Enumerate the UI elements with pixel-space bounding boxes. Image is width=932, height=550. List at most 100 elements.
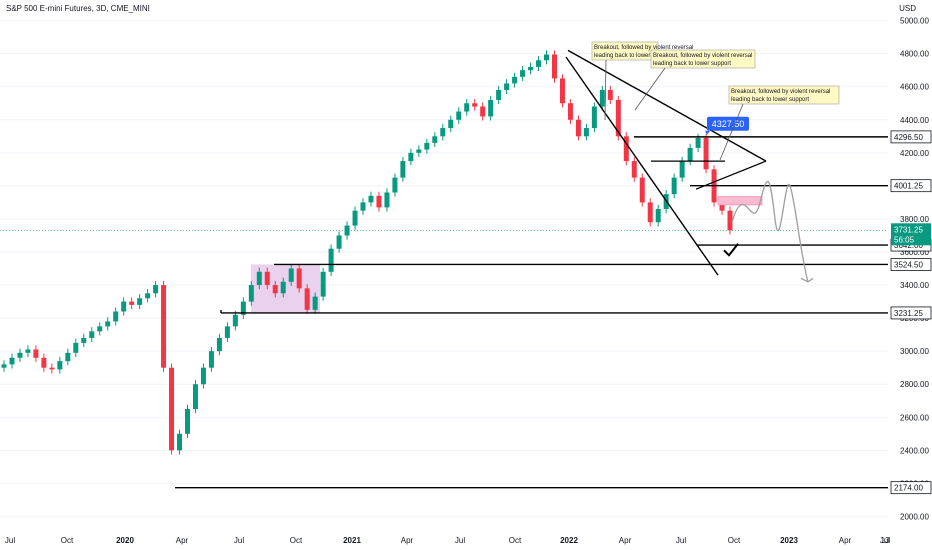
candle-body [137,298,143,305]
candle-body [73,342,79,353]
y-tick-label: 4400.00 [900,116,929,125]
candle-body [376,195,382,208]
x-tick-label: Apr [401,536,414,545]
annotation-arrow [604,59,607,121]
candle-body [105,321,111,327]
annotation-text: Breakout, followed by violent reversal [653,53,752,59]
y-tick-label: 4800.00 [900,50,929,59]
projected-path [731,180,809,282]
candle-body [161,285,167,368]
price-level-label: 4296.50 [894,133,923,142]
candle-body [224,326,230,338]
callout-pointer [705,130,710,135]
candle-body [504,83,510,91]
candle-body [336,235,342,249]
price-level-box [890,306,932,320]
y-tick-label: 4200.00 [900,149,929,158]
annotation-text: leading back to lower support [653,61,731,67]
candle-body [177,433,183,451]
candle-body [65,352,71,362]
candle-body [520,70,526,77]
x-tick-label: Oct [290,536,303,545]
x-tick-label: Jul [234,536,244,545]
candle-body [1,364,7,368]
last-price-label: 3731.25 [894,225,923,234]
candle-body [392,177,398,193]
candle-body [25,349,31,353]
candle-body [432,136,438,143]
annotation-text: leading back to lower support [731,97,809,103]
candle-body [368,195,374,203]
x-tick-label: 2020 [116,536,134,545]
price-level-box [890,130,932,144]
price-level-label: 2174.00 [894,484,923,493]
candle-body [312,296,318,310]
candle-body [695,137,701,148]
currency-label: USD [899,4,916,13]
candle-body [145,293,151,299]
x-tick-label: Oct [509,536,522,545]
candle-body [240,301,246,315]
candle-body [599,90,605,107]
y-tick-label: 2800.00 [900,380,929,389]
candle-body [623,136,629,162]
candle-body [184,409,190,434]
chart-title: S&P 500 E-mini Futures, 3D, CME_MINI [6,4,150,13]
x-tick-label: Apr [839,536,852,545]
candle-body [169,367,175,451]
y-tick-label: 2400.00 [900,446,929,455]
candle-body [208,351,214,368]
annotation-box [728,85,840,105]
candle-body [192,384,198,410]
candle-body [687,147,693,162]
candle-body [129,301,135,305]
candle-body [280,281,286,294]
channel-upper-line [567,49,767,162]
candle-body [408,152,414,162]
candle-body [528,66,534,71]
price-callout-box [707,116,749,131]
y-tick-label: 2600.00 [900,413,929,422]
x-tick-label: Oct [61,536,74,545]
wedge-lower-line [695,160,767,190]
candle-body [9,357,15,365]
candle-body [615,99,621,137]
candle-body [384,192,390,208]
price-callout-label: 4327.50 [712,119,745,129]
x-tick-label: 2022 [560,536,578,545]
candle-body [97,326,103,332]
candle-body [328,248,334,272]
candle-body [631,161,637,178]
candle-body [464,103,470,112]
price-level-label: 3524.50 [894,260,923,269]
candle-body [232,314,238,327]
y-tick-label: 3800.00 [900,215,929,224]
candle-body [17,352,23,358]
x-tick-label: Oct [728,536,741,545]
candle-body [216,337,222,352]
candle-body [567,103,573,120]
annotation-text: Breakout, followed by violent reversal [594,45,693,51]
x-tick-label: 2021 [343,536,361,545]
candle-body [272,285,278,294]
candle-body [456,111,462,120]
x-tick-label: Apr [176,536,189,545]
annotation-box [650,49,756,69]
candle-body [591,106,597,129]
candle-body [488,99,494,117]
y-tick-label: 3400.00 [900,281,929,290]
last-price-box [891,223,931,246]
candle-body [440,128,446,137]
candle-body [655,209,661,223]
y-tick-label: 2000.00 [900,512,929,521]
x-tick-label: Apr [619,536,632,545]
price-level-label: 3642.00 [894,241,923,250]
x-tick-label: Jul [676,536,686,545]
y-tick-label: 3600.00 [900,248,929,257]
candle-body [544,54,550,61]
y-tick-label: 5000.00 [900,17,929,26]
candle-body [49,367,55,370]
demand-zone [717,196,763,206]
x-tick-label: Jul [880,536,890,545]
